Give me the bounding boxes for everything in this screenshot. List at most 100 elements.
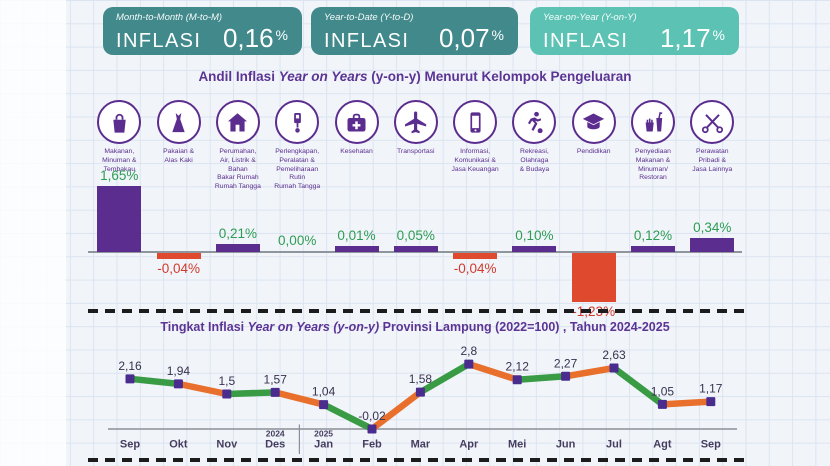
category-label: Pakaian & Alas Kaki bbox=[163, 148, 195, 164]
bar bbox=[690, 238, 735, 252]
bar-axis-line bbox=[88, 251, 742, 253]
category-label: Perlengkapan, Peralatan & Pemeliharaan R… bbox=[274, 148, 321, 191]
month-label: Jan bbox=[314, 439, 333, 451]
month-label: Sep bbox=[120, 439, 140, 451]
category-label: Perumahan, Air, Listrik & Bahan Bakar Ru… bbox=[214, 148, 261, 191]
stat-title: INFLASI bbox=[543, 30, 629, 52]
bar bbox=[393, 246, 438, 252]
transport-icon bbox=[393, 100, 438, 144]
bar bbox=[334, 246, 379, 252]
education-icon bbox=[571, 100, 616, 144]
category-label: Perawatan Pribadi & Jasa Lainnya bbox=[692, 148, 733, 173]
stat-value: 1,17 bbox=[659, 23, 711, 53]
household-equipment-icon bbox=[275, 100, 320, 144]
point-value-label: 1,58 bbox=[409, 372, 433, 386]
stat-card-year-to-date: Year-to-Date (Y-to-D) INFLASI 0,07% bbox=[311, 7, 518, 55]
line-segment bbox=[612, 365, 665, 407]
bar-value-label: 0,00% bbox=[278, 233, 317, 248]
line-segment bbox=[565, 364, 615, 380]
month-label: Apr bbox=[459, 439, 479, 451]
point-value-label: 1,04 bbox=[312, 385, 336, 399]
point-value-label: 2,16 bbox=[118, 359, 142, 373]
line-point bbox=[464, 359, 474, 369]
point-value-label: 1,5 bbox=[218, 374, 235, 388]
stat-value-group: 1,17% bbox=[660, 23, 725, 54]
bar bbox=[156, 253, 201, 259]
month-label: Feb bbox=[362, 439, 382, 451]
line-point bbox=[222, 389, 232, 399]
month-label: Sep bbox=[701, 439, 721, 451]
line-point bbox=[173, 379, 183, 389]
category-label: Penyediaan Makanan & Minuman/ Restoran bbox=[635, 148, 671, 182]
stat-card-month-to-month: Month-to-Month (M-to-M) INFLASI 0,16% bbox=[103, 7, 302, 55]
bar-title-post: (y-on-y) Menurut Kelompok Pengeluaran bbox=[367, 69, 632, 84]
line-segment bbox=[418, 361, 471, 395]
line-point bbox=[561, 371, 571, 381]
point-value-label: -0,02 bbox=[358, 409, 386, 423]
point-value-label: 1,05 bbox=[651, 384, 675, 398]
line-title-italic: Year on Years (y-on-y) bbox=[247, 320, 380, 334]
point-value-label: 2,63 bbox=[602, 348, 626, 362]
line-point bbox=[609, 363, 619, 373]
clothing-icon bbox=[156, 100, 201, 144]
line-title-post: Provinsi Lampung (2022=100) , Tahun 2024… bbox=[379, 320, 670, 334]
line-point bbox=[319, 400, 329, 410]
bar-value-label: 0,10% bbox=[515, 228, 554, 243]
bar-chart-title: Andil Inflasi Year on Years (y-on-y) Men… bbox=[85, 69, 745, 84]
line-segment bbox=[516, 373, 566, 383]
line-point bbox=[125, 374, 135, 384]
stat-period-label: Year-to-Date (Y-to-D) bbox=[324, 12, 414, 23]
month-label: Mei bbox=[508, 439, 526, 451]
category-label: Informasi, Komunikasi & Jasa Keuangan bbox=[451, 148, 499, 173]
bar bbox=[215, 244, 260, 252]
sports-icon bbox=[512, 100, 557, 144]
restaurant-icon bbox=[631, 100, 675, 144]
bar-value-label: -0,04% bbox=[453, 261, 497, 276]
point-value-label: 1,57 bbox=[264, 372, 288, 386]
point-value-label: 2,12 bbox=[506, 360, 530, 374]
bar-value-label: 1,65% bbox=[100, 168, 139, 183]
line-point bbox=[367, 424, 377, 434]
bar-chart: Makanan, Minuman & Tembakau 1,65% Pakaian … bbox=[88, 100, 742, 319]
percent-sign: % bbox=[275, 27, 288, 43]
stat-title: INFLASI bbox=[324, 30, 410, 52]
line-segment bbox=[177, 380, 228, 398]
category-label: Pendidikan bbox=[576, 148, 611, 155]
month-label: Jul bbox=[606, 439, 622, 451]
dashed-separator-bottom bbox=[88, 458, 744, 462]
month-label: Nov bbox=[216, 439, 238, 451]
stat-value-group: 0,16% bbox=[223, 23, 288, 54]
point-value-label: 1,94 bbox=[167, 364, 191, 378]
left-margin bbox=[0, 0, 66, 466]
line-segment bbox=[662, 398, 711, 408]
bar-value-label: 0,21% bbox=[218, 226, 258, 241]
stat-title: INFLASI bbox=[116, 30, 202, 52]
bar-value-label: 0,05% bbox=[396, 228, 435, 243]
bar-title-italic: Year on Years bbox=[278, 69, 368, 84]
stat-value: 0,07 bbox=[438, 23, 490, 53]
bar bbox=[571, 253, 616, 302]
bar-value-label: 0,12% bbox=[633, 228, 673, 243]
line-point bbox=[512, 375, 522, 385]
category-label: Makanan, Minuman & Tembakau bbox=[102, 148, 137, 173]
bar bbox=[631, 246, 675, 252]
line-point bbox=[706, 397, 716, 407]
line-segment bbox=[129, 375, 179, 388]
stat-card-year-on-year: Year-on-Year (Y-on-Y) INFLASI 1,17% bbox=[530, 7, 739, 55]
month-label: Okt bbox=[169, 439, 188, 451]
line-segment bbox=[226, 389, 276, 398]
line-segment bbox=[322, 401, 374, 432]
line-title-pre: Tingkat Inflasi bbox=[160, 320, 248, 334]
health-icon bbox=[334, 100, 379, 144]
house-icon bbox=[215, 100, 260, 144]
category-label: Rekreasi, Olahraga & Budaya bbox=[519, 148, 550, 173]
stat-period-label: Year-on-Year (Y-on-Y) bbox=[543, 12, 637, 23]
month-label: Agt bbox=[653, 439, 672, 451]
category-label: Transportasi bbox=[397, 148, 435, 155]
month-label: Des bbox=[265, 439, 285, 451]
point-value-label: 1,17 bbox=[699, 382, 723, 396]
percent-sign: % bbox=[712, 27, 725, 43]
category-label: Kesehatan bbox=[340, 148, 373, 155]
bar bbox=[512, 246, 557, 252]
year-label: 2025 bbox=[314, 429, 333, 439]
